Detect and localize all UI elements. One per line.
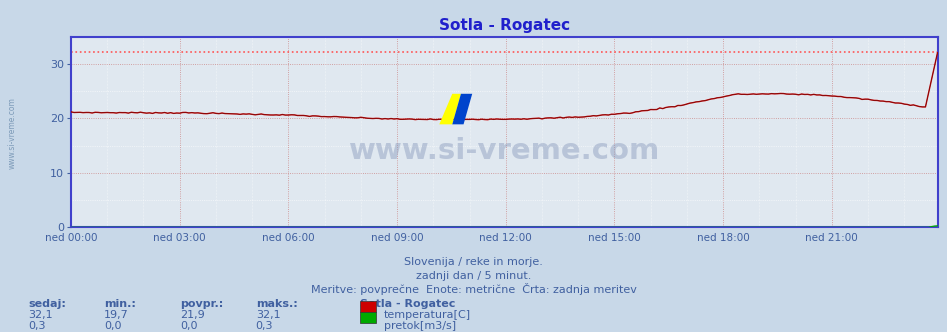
Polygon shape — [439, 94, 461, 124]
Text: 0,0: 0,0 — [180, 321, 197, 331]
Text: 0,3: 0,3 — [256, 321, 273, 331]
Text: ned 06:00: ned 06:00 — [262, 233, 314, 243]
Text: 0,3: 0,3 — [28, 321, 45, 331]
Text: ned 00:00: ned 00:00 — [45, 233, 98, 243]
Text: ned 18:00: ned 18:00 — [697, 233, 749, 243]
Text: sedaj:: sedaj: — [28, 299, 66, 309]
Text: maks.:: maks.: — [256, 299, 297, 309]
Polygon shape — [453, 94, 473, 124]
Title: Sotla - Rogatec: Sotla - Rogatec — [438, 18, 570, 33]
Text: 0,0: 0,0 — [104, 321, 121, 331]
Text: povpr.:: povpr.: — [180, 299, 223, 309]
Text: ned 21:00: ned 21:00 — [806, 233, 858, 243]
Text: 19,7: 19,7 — [104, 310, 129, 320]
Text: ned 09:00: ned 09:00 — [371, 233, 423, 243]
Text: temperatura[C]: temperatura[C] — [384, 310, 471, 320]
Text: min.:: min.: — [104, 299, 136, 309]
Text: zadnji dan / 5 minut.: zadnji dan / 5 minut. — [416, 271, 531, 281]
Text: www.si-vreme.com: www.si-vreme.com — [348, 137, 660, 165]
Text: Slovenija / reke in morje.: Slovenija / reke in morje. — [404, 257, 543, 267]
Text: ned 12:00: ned 12:00 — [479, 233, 532, 243]
Text: www.si-vreme.com: www.si-vreme.com — [8, 97, 17, 169]
Text: pretok[m3/s]: pretok[m3/s] — [384, 321, 456, 331]
Text: Sotla - Rogatec: Sotla - Rogatec — [360, 299, 456, 309]
Text: 32,1: 32,1 — [256, 310, 280, 320]
Text: 21,9: 21,9 — [180, 310, 205, 320]
Text: ned 03:00: ned 03:00 — [153, 233, 206, 243]
Text: ned 15:00: ned 15:00 — [588, 233, 641, 243]
Text: 32,1: 32,1 — [28, 310, 53, 320]
Text: Meritve: povprečne  Enote: metrične  Črta: zadnja meritev: Meritve: povprečne Enote: metrične Črta:… — [311, 283, 636, 295]
